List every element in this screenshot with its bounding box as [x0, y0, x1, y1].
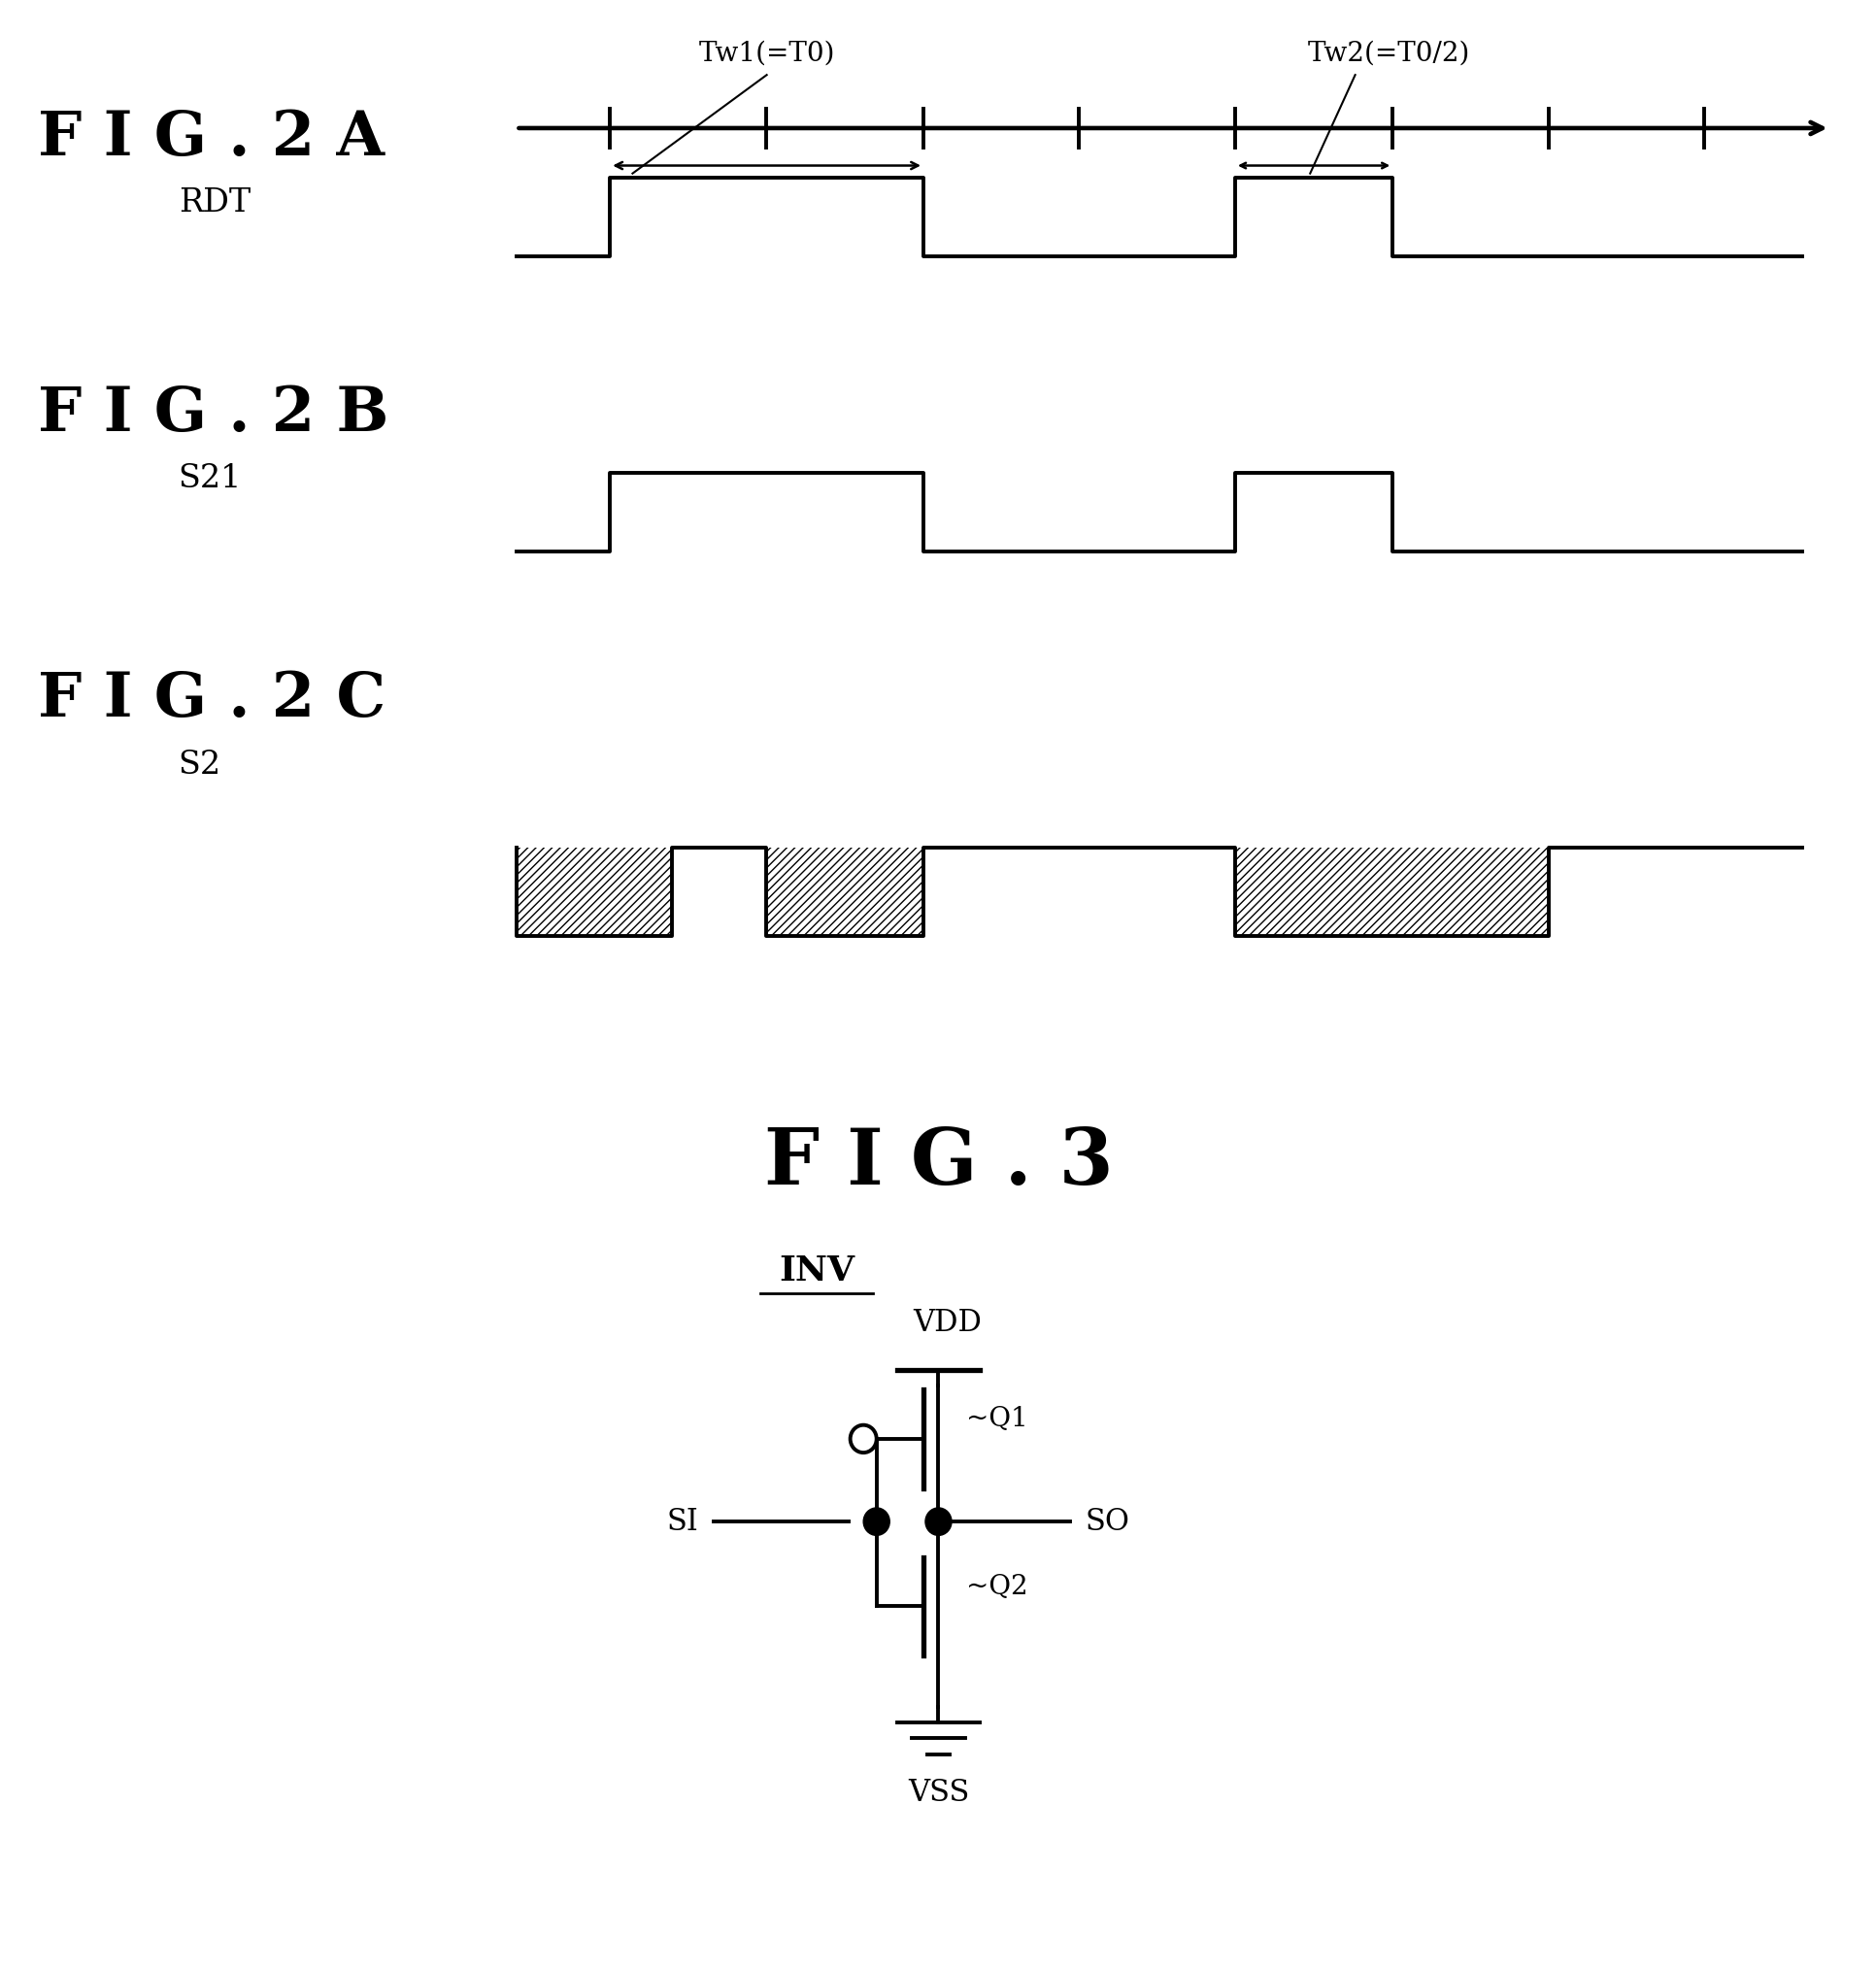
- Text: F I G . 2 A: F I G . 2 A: [38, 108, 385, 168]
- Bar: [765, 848, 923, 936]
- Text: S21: S21: [178, 463, 242, 495]
- Text: SI: SI: [666, 1506, 698, 1537]
- Text: ~Q2: ~Q2: [966, 1573, 1028, 1600]
- Text: RDT: RDT: [178, 187, 250, 219]
- Bar: [516, 848, 672, 936]
- Text: VDD: VDD: [914, 1309, 981, 1338]
- Text: F I G . 2 B: F I G . 2 B: [38, 384, 388, 443]
- Text: F I G . 3: F I G . 3: [764, 1125, 1112, 1200]
- Circle shape: [925, 1508, 951, 1535]
- Text: VSS: VSS: [908, 1778, 968, 1807]
- Text: INV: INV: [779, 1256, 854, 1287]
- Text: S2: S2: [178, 749, 221, 781]
- Text: Tw1(=T0): Tw1(=T0): [698, 39, 835, 67]
- Text: SO: SO: [1084, 1506, 1129, 1537]
- Text: Tw2(=T0/2): Tw2(=T0/2): [1308, 39, 1469, 67]
- Text: F I G . 2 C: F I G . 2 C: [38, 670, 385, 729]
- Text: ~Q1: ~Q1: [966, 1405, 1028, 1433]
- Circle shape: [850, 1425, 876, 1453]
- Circle shape: [863, 1508, 889, 1535]
- Bar: [1234, 848, 1548, 936]
